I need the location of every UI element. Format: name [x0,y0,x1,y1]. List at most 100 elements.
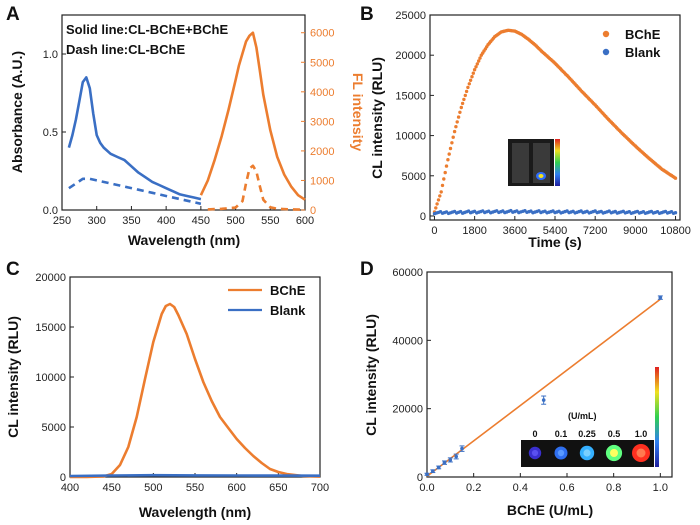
panel-a-x-label: Wavelength (nm) [128,232,240,248]
bche-point [462,97,466,102]
bche-point [454,125,458,129]
panel-c-letter: C [6,259,20,280]
orange-solid-line [199,31,306,201]
y-tick-label: 10000 [395,131,426,143]
fit-line [426,298,661,477]
bche-point [446,158,450,162]
bche-point [477,59,481,63]
panel-d-frame [426,271,673,478]
panel-d-x-label: BChE (U/mL) [507,502,593,518]
legend-bche-label: BChE [625,27,661,42]
x-tick-label: 7200 [583,225,607,237]
panel-c: C 400 450 500 550 600 650 700 0 5000 10000 15000 2… [5,259,329,520]
y-tick-label: 2000 [310,146,334,158]
bche-point [455,120,459,124]
panel-a-y-ticks: 0.0 0.5 1.0 [43,49,66,217]
y-tick-label: 0.0 [43,205,58,217]
legend-bche-marker [602,30,610,38]
data-point [454,454,459,459]
panel-d-points [424,295,663,477]
panel-a-y2-ticks: 0 1000 2000 3000 4000 5000 6000 [301,28,334,217]
inset-label: 0.1 [555,429,568,439]
y-tick-label: 0 [310,205,316,217]
inset-colorbar [555,139,560,186]
x-tick-label: 550 [186,482,204,494]
y-tick-label: 5000 [402,171,426,183]
bche-point [673,176,678,180]
x-tick-label: 9000 [623,225,647,237]
inset-label: 0 [532,429,537,439]
bche-point [458,110,462,115]
bche-point [436,198,441,202]
x-tick-label: 450 [192,215,210,227]
bche-point [434,206,438,210]
bche-point [459,105,463,110]
bche-point [475,62,479,66]
bche-point [440,183,445,188]
bche-point [451,135,455,139]
tube-glow-core [538,174,544,178]
blue-solid-line [67,76,202,201]
y-tick-label: 6000 [310,28,334,40]
bche-point [464,89,469,94]
x-tick-label: 0.2 [466,482,481,494]
panel-d-y-ticks: 0 20000 40000 60000 [392,267,431,484]
panel-a-annotation-dash: Dash line:CL-BChE [66,42,186,57]
bche-point [438,194,442,198]
orange-dash-line [207,164,306,211]
panel-a: A 250 300 350 400 450 500 550 600 0.0 0.5 1.0 0 10… [6,4,366,248]
bche-point [442,177,446,181]
inset-well-core [610,449,618,457]
x-tick-label: 500 [144,482,162,494]
x-tick-label: 600 [296,215,314,227]
inset-unit: (U/mL) [568,411,597,421]
bche-point [460,101,465,106]
bche-point [439,190,443,194]
bche-point [472,68,477,72]
data-point [448,458,453,462]
x-tick-label: 0.8 [606,482,621,494]
inset-label: 0.25 [578,429,596,439]
tube-right [533,143,550,183]
inset-label: 0.5 [608,429,621,439]
panel-b-inset-image [508,139,560,186]
x-tick-label: 500 [226,215,244,227]
y-tick-label: 1.0 [43,49,58,61]
x-tick-label: 1800 [462,225,486,237]
bche-point [452,129,457,134]
y-tick-label: 4000 [310,87,334,99]
y-tick-label: 0.5 [43,127,58,139]
y-tick-label: 0 [420,211,426,223]
bche-point [474,65,478,69]
panel-d-x-ticks: 0.0 0.2 0.4 0.6 0.8 1.0 [419,473,668,494]
bche-point [478,56,482,60]
y-tick-label: 1000 [310,175,334,187]
data-point [425,472,429,477]
panel-a-series [67,31,306,211]
data-point [436,465,441,470]
panel-a-y-label: Absorbance (A.U.) [9,51,25,173]
y-tick-label: 20000 [395,50,426,62]
y-tick-label: 3000 [310,116,334,128]
panel-a-frame [61,14,306,211]
x-tick-label: 10800 [660,225,691,237]
y-tick-label: 0 [60,472,66,484]
x-tick-label: 0.6 [559,482,574,494]
bche-point [448,146,453,151]
panel-a-annotation-solid: Solid line:CL-BChE+BChE [66,22,228,37]
y-tick-label: 25000 [395,10,426,22]
x-tick-label: 650 [269,482,287,494]
y-tick-label: 5000 [310,57,334,69]
x-tick-label: 1.0 [653,482,668,494]
panel-d-inset: (U/mL) 0 0.1 0.25 0.5 1.0 [521,367,659,467]
x-tick-label: 0.4 [513,482,528,494]
bche-point [463,93,467,98]
legend-blank-label: Blank [625,45,661,60]
inset-colorbar [655,367,659,467]
blank-line [69,473,321,478]
x-tick-label: 0.0 [419,482,434,494]
data-point [541,398,546,402]
panel-c-series [69,302,321,479]
y-tick-label: 40000 [392,335,423,347]
